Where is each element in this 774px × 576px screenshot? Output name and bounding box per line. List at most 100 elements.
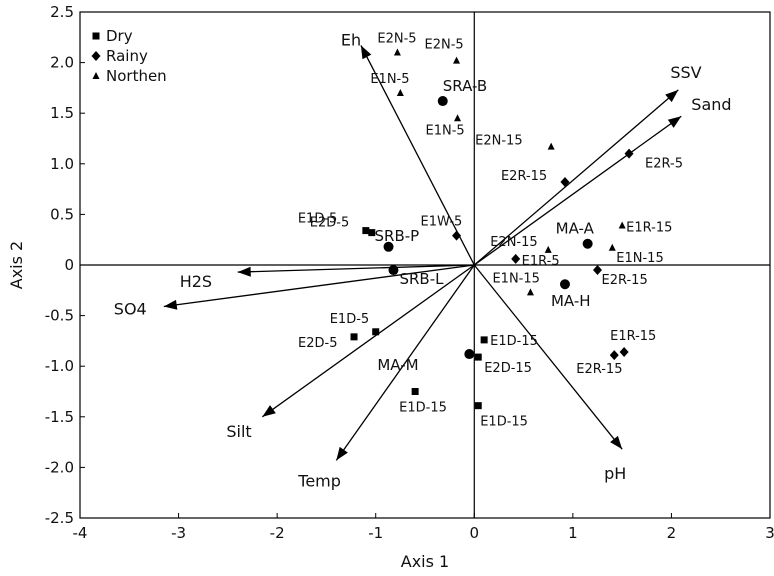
- y-tick-label: 2.5: [50, 3, 74, 21]
- northen-point: [547, 142, 555, 150]
- vector-label: Eh: [341, 30, 361, 49]
- dry-point: [480, 336, 488, 344]
- point-label: E2N-15: [490, 235, 537, 250]
- vector-arrowhead: [237, 266, 251, 277]
- vector-label: SO4: [114, 299, 147, 318]
- point-label: E1D-15: [480, 415, 528, 430]
- legend-entry-label: Dry: [106, 27, 133, 45]
- site-label: MA-H: [551, 292, 591, 310]
- northen-point: [393, 48, 401, 56]
- vector-line: [473, 264, 623, 450]
- vector-label: pH: [604, 464, 626, 483]
- vector-line: [360, 45, 475, 266]
- point-label: E1D-15: [399, 401, 447, 416]
- y-tick-label: -0.5: [45, 307, 74, 325]
- vector-arrowhead: [667, 116, 682, 128]
- x-axis-label: Axis 1: [401, 552, 449, 571]
- y-tick-label: 1.5: [50, 104, 74, 122]
- rainy-point: [511, 253, 521, 264]
- point-label: E1N-15: [616, 251, 663, 266]
- x-tick-label: 0: [470, 524, 480, 542]
- point-label: E1R-15: [610, 329, 656, 344]
- legend-diamond-icon: [91, 51, 101, 61]
- northen-point: [454, 114, 462, 122]
- vector-arrowhead: [610, 435, 623, 450]
- point-label: E2R-5: [645, 157, 683, 172]
- rainy-point: [560, 177, 570, 188]
- legend-triangle-icon: [92, 72, 100, 79]
- point-label: E2D-5: [310, 216, 349, 231]
- vector-label: SSV: [670, 63, 701, 82]
- legend-entry-label: Northen: [106, 67, 167, 85]
- x-tick-label: -1: [368, 524, 383, 542]
- dry-point: [474, 402, 482, 410]
- point-label: E1D-5: [298, 212, 337, 227]
- vector-line: [163, 264, 475, 308]
- site-point: [383, 241, 394, 252]
- dry-point: [474, 353, 482, 361]
- y-tick-label: -2.5: [45, 509, 74, 527]
- vector-arrowhead: [336, 446, 348, 461]
- site-point: [388, 265, 399, 276]
- point-label: E1W-5: [421, 215, 463, 230]
- y-tick-label: -2.0: [45, 458, 74, 476]
- vector-arrowhead: [360, 45, 372, 60]
- site-label: MA-M: [377, 356, 418, 374]
- northen-point: [396, 88, 404, 96]
- vector-arrowhead: [262, 405, 276, 417]
- site-label: SRB-L: [399, 270, 444, 288]
- vector-label: H2S: [180, 272, 212, 291]
- dry-point: [372, 328, 380, 336]
- vector-arrowhead: [163, 299, 178, 310]
- environment-vectors: Eh SSV Sand H2S SO4 Silt Temp pH: [114, 30, 732, 490]
- rainy-point: [452, 230, 462, 241]
- northen-point: [544, 245, 552, 253]
- point-label: E2N-15: [475, 134, 522, 149]
- northen-point: [618, 221, 626, 229]
- vector-label: Sand: [691, 95, 731, 114]
- site-points: SRA-B SRB-P SRB-L MA-A MA-H MA-M: [375, 77, 595, 374]
- site-point: [559, 279, 570, 290]
- point-label: E1N-15: [492, 271, 539, 286]
- rainy-point: [593, 265, 602, 276]
- y-tick-label: 2.0: [50, 54, 74, 72]
- y-axis-ticks: 2.5 2.0 1.5 1.0 0.5 0 -0.5 -1.0 -1.5 -2.0 -2.5: [45, 3, 85, 527]
- dry-point: [368, 229, 376, 237]
- point-label: E1R-15: [626, 221, 672, 236]
- northen-point: [453, 56, 461, 64]
- vector-label: Temp: [297, 471, 341, 490]
- zero-lines: [80, 12, 770, 518]
- point-label: E1R-5: [522, 254, 560, 269]
- dry-point: [362, 227, 370, 235]
- point-label: E1N-5: [426, 123, 465, 138]
- rainy-point: [624, 148, 634, 159]
- site-point: [437, 96, 448, 107]
- site-point: [464, 349, 475, 360]
- x-tick-label: 1: [568, 524, 578, 542]
- point-label: E2R-15: [602, 273, 648, 288]
- northen-point: [608, 243, 616, 251]
- legend-entry-label: Rainy: [106, 47, 148, 65]
- point-label: E2R-15: [576, 362, 622, 377]
- legend-square-icon: [92, 32, 100, 40]
- y-tick-label: 0.5: [50, 205, 74, 223]
- rainy-point: [609, 350, 619, 361]
- point-label: E1D-5: [330, 312, 369, 327]
- y-axis-label: Axis 2: [7, 241, 26, 289]
- point-label: E2N-5: [425, 38, 464, 53]
- vector-line: [237, 264, 475, 273]
- y-tick-label: -1.0: [45, 357, 74, 375]
- point-label: E2R-15: [501, 169, 547, 184]
- x-tick-label: -3: [171, 524, 186, 542]
- rainy-point: [619, 347, 629, 358]
- dry-point: [411, 388, 419, 395]
- vector-arrowhead: [665, 89, 679, 103]
- y-tick-label: 0: [64, 256, 74, 274]
- dry-point: [350, 333, 358, 341]
- northen-point: [526, 288, 534, 296]
- x-tick-label: -4: [73, 524, 88, 542]
- y-tick-label: 1.0: [50, 155, 74, 173]
- vector-label: Silt: [226, 422, 251, 441]
